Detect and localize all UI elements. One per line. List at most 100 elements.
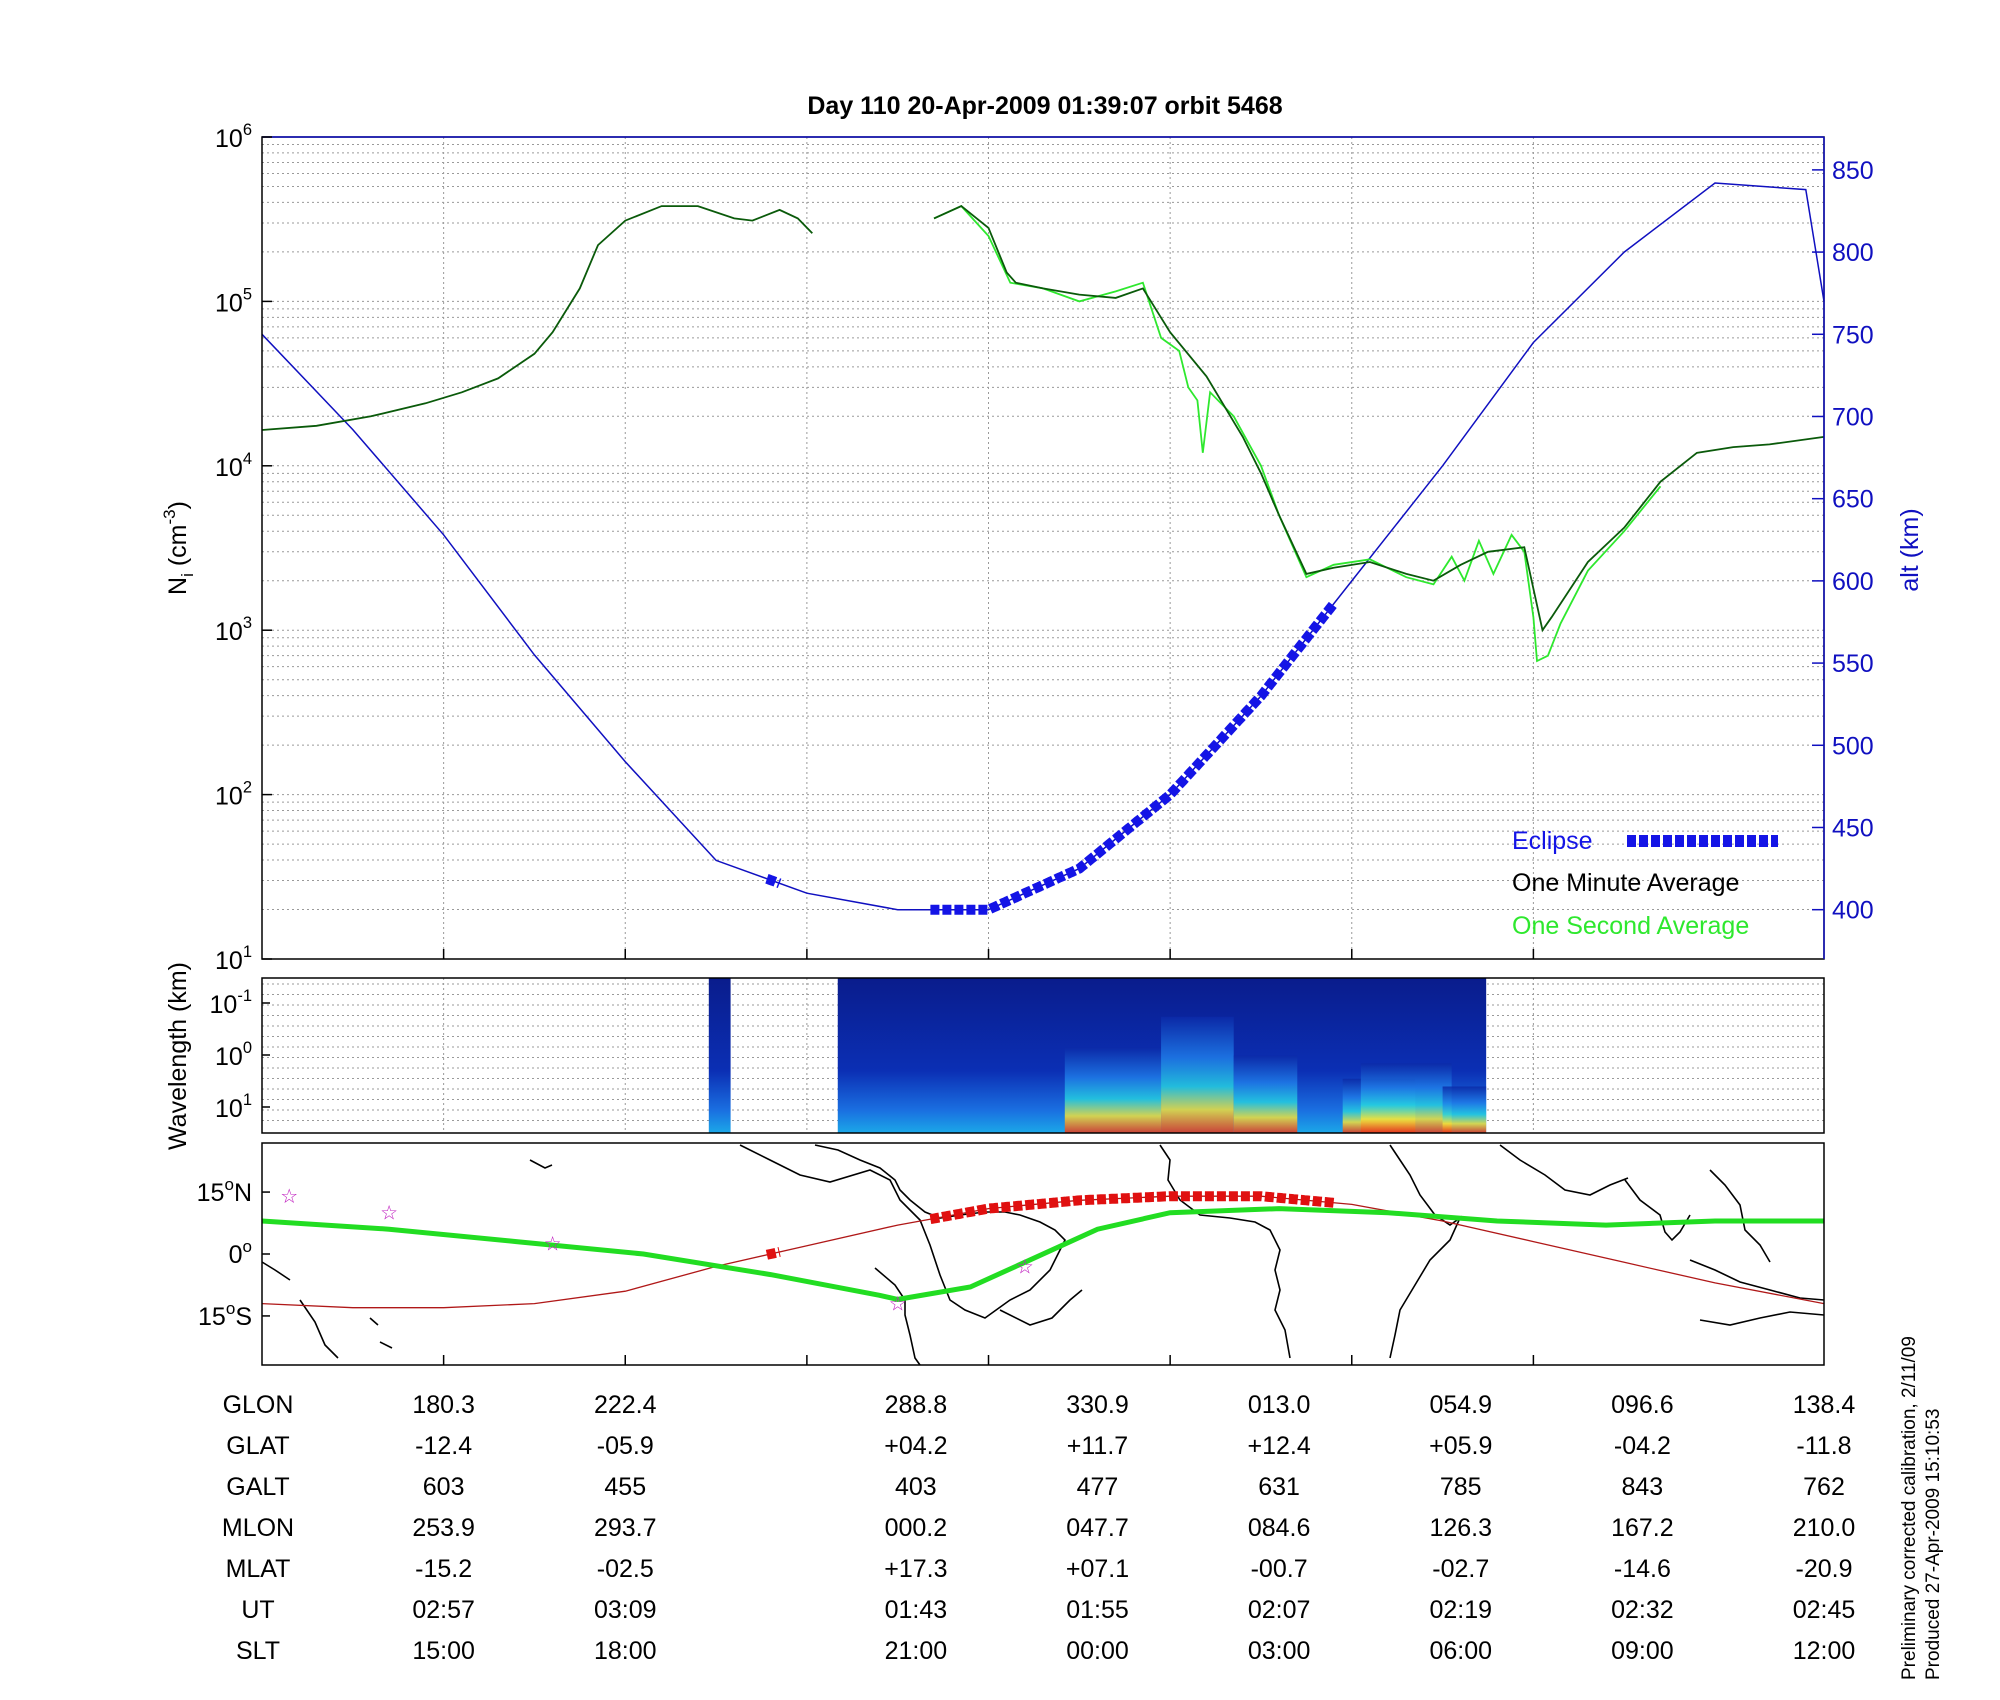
table-row-label: SLT: [236, 1637, 280, 1665]
table-row-label: MLAT: [226, 1555, 291, 1583]
table-cell: 180.3: [412, 1391, 475, 1419]
map-y-tick-label: 15oS: [198, 1299, 252, 1331]
table-cell: 02:32: [1611, 1596, 1674, 1624]
spectrogram-burst: [1233, 1055, 1298, 1133]
table-cell: 084.6: [1248, 1514, 1311, 1542]
density-panel: 101 102 103 104 105 106 400 450 500 550 600 650 700…: [160, 121, 1924, 975]
eclipse-markers: [765, 600, 1338, 915]
station-star: ☆: [280, 1186, 298, 1208]
table-cell: 02:07: [1248, 1596, 1311, 1624]
eclipse-marker: [765, 874, 782, 889]
table-cell: 167.2: [1611, 1514, 1674, 1542]
table-cell: 03:00: [1248, 1637, 1311, 1665]
table-cell: 15:00: [412, 1637, 475, 1665]
table-row-label: GLAT: [226, 1432, 289, 1460]
table-cell: 330.9: [1066, 1391, 1129, 1419]
spectrogram-burst: [1442, 1086, 1487, 1133]
altitude-y-tick-label: 400: [1832, 897, 1874, 925]
table-cell: 762: [1803, 1473, 1845, 1501]
altitude-line: [261, 182, 1825, 911]
figure-title: Day 110 20-Apr-2009 01:39:07 orbit 5468: [807, 92, 1282, 120]
density-y-tick-label: 104: [215, 450, 252, 482]
table-cell: -14.6: [1614, 1555, 1671, 1583]
spectrogram-y-tick-label: 10-1: [210, 987, 252, 1019]
one-second-average-line: [933, 205, 1662, 663]
altitude-y-tick-label: 850: [1832, 157, 1874, 185]
eclipse-marker: [930, 600, 1338, 915]
spectrogram-burst: [1360, 1063, 1452, 1133]
table-cell: 12:00: [1793, 1637, 1856, 1665]
table-cell: 02:19: [1429, 1596, 1492, 1624]
table-cell: 02:57: [412, 1596, 475, 1624]
track-eclipse-marker: [765, 1247, 781, 1260]
track-eclipse-markers: [765, 1191, 1335, 1260]
ephemeris-table: GLON 180.3 222.4 288.8 330.9 013.0 054.9 096.6 1…: [222, 1391, 1855, 1665]
table-cell: 03:09: [594, 1596, 657, 1624]
side-note: Preliminary corrected calibration, 2/11/…: [1899, 1331, 1944, 1680]
one-minute-average-line: [261, 205, 813, 431]
altitude-y-tick-label: 450: [1832, 814, 1874, 842]
density-y-tick-label: 103: [215, 614, 252, 646]
table-cell: 054.9: [1429, 1391, 1492, 1419]
coastline-outlines: [261, 1144, 1825, 1366]
satellite-track: [261, 1206, 1824, 1302]
density-x-ticks: [442, 949, 1535, 959]
altitude-y-tick-label: 750: [1832, 321, 1874, 349]
track-eclipse-marker: [929, 1191, 1335, 1225]
table-cell: 222.4: [594, 1391, 657, 1419]
altitude-curve: [261, 182, 1825, 911]
spectrogram-y-tick-label: 101: [215, 1091, 252, 1123]
table-cell: -02.7: [1432, 1555, 1489, 1583]
spectrogram-data: [708, 978, 1487, 1133]
station-stars: ☆ ☆ ☆ ☆ ☆: [280, 1186, 1034, 1315]
density-y-tick-label: 105: [215, 285, 252, 317]
table-cell: 18:00: [594, 1637, 657, 1665]
density-y-tick-label: 102: [215, 779, 252, 811]
spectrogram-y-label: Wavelength (km): [164, 962, 192, 1150]
density-y-label: Ni (cm-3): [160, 501, 197, 595]
legend-one-minute: One Minute Average: [1512, 869, 1739, 897]
spectrogram-burst: [1064, 1047, 1162, 1133]
table-cell: +05.9: [1429, 1432, 1492, 1460]
table-cell: 288.8: [885, 1391, 948, 1419]
coastline-arabia-india: [1499, 1144, 1691, 1242]
spectrogram-y-tick-label: 100: [215, 1039, 252, 1071]
track-line: [261, 1206, 1824, 1302]
table-row-label: UT: [241, 1596, 274, 1624]
one-minute-average-line: [933, 205, 1825, 633]
legend-one-second: One Second Average: [1512, 912, 1749, 940]
map-y-tick-label: 0o: [229, 1237, 252, 1269]
table-cell: 293.7: [594, 1514, 657, 1542]
spectrogram-panel: 10-1 100 101 Wavelength (km): [164, 962, 1825, 1150]
side-note-line-1: Preliminary corrected calibration, 2/11/…: [1899, 1336, 1920, 1680]
map-latitude-ticks: 15oN 0o 15oS: [197, 1175, 270, 1331]
coastline-americas: [739, 1144, 1066, 1319]
altitude-y-tick-label: 500: [1832, 732, 1874, 760]
table-row-label: GLON: [223, 1391, 294, 1419]
table-cell: 00:00: [1066, 1637, 1129, 1665]
station-star: ☆: [380, 1203, 398, 1225]
table-cell: 096.6: [1611, 1391, 1674, 1419]
altitude-y-label: alt (km): [1896, 508, 1924, 591]
table-cell: -20.9: [1796, 1555, 1853, 1583]
density-y-tick-label: 101: [215, 943, 252, 975]
table-cell: 02:45: [1793, 1596, 1856, 1624]
table-cell: +07.1: [1066, 1555, 1129, 1583]
table-cell: -04.2: [1614, 1432, 1671, 1460]
table-cell: 013.0: [1248, 1391, 1311, 1419]
map-grid: [442, 1355, 1535, 1365]
coastline-australia: [1699, 1311, 1825, 1326]
table-cell: -05.9: [597, 1432, 654, 1460]
table-cell: +04.2: [884, 1432, 947, 1460]
density-grid: [262, 137, 1824, 959]
density-series: [261, 205, 1825, 663]
map-y-tick-label: 15oN: [197, 1175, 252, 1207]
coastline-east-africa: [1389, 1144, 1462, 1359]
table-row-label: MLON: [222, 1514, 294, 1542]
spectrogram-burst: [1161, 1016, 1234, 1133]
density-legend: Eclipse One Minute Average One Second Av…: [1512, 827, 1778, 940]
table-cell: 631: [1258, 1473, 1300, 1501]
table-cell: 403: [895, 1473, 937, 1501]
table-cell: +17.3: [884, 1555, 947, 1583]
table-cell: 603: [423, 1473, 465, 1501]
